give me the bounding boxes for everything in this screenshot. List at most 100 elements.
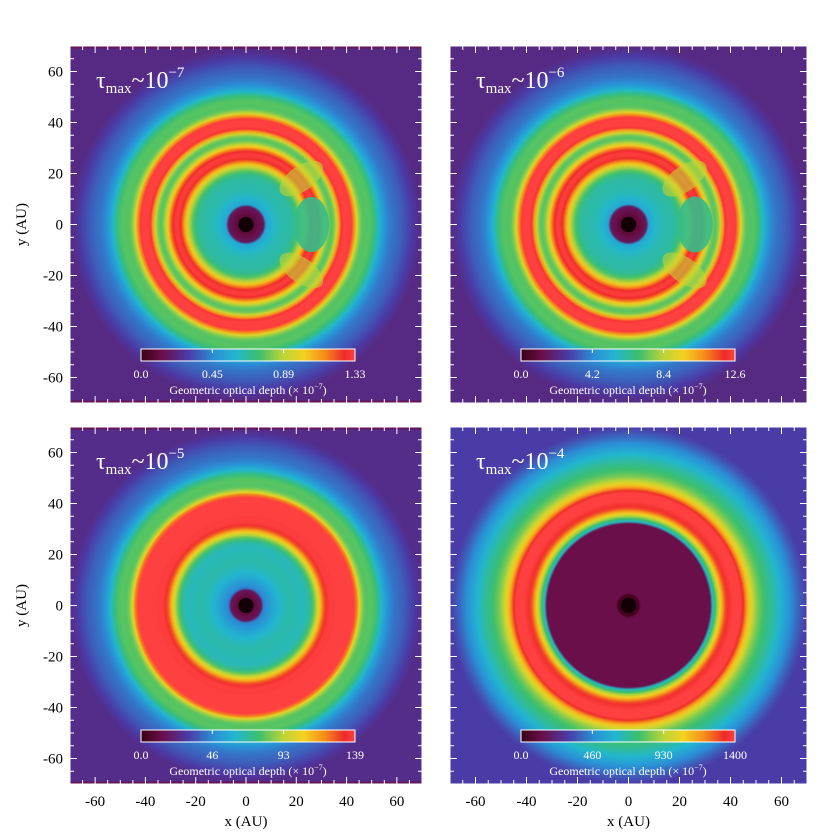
x-tick-label: -40 [135,794,155,810]
title-symbol: τ [96,449,106,475]
title-symbol: τ [476,449,486,475]
tick-marks [69,45,423,404]
y-tick-label: -60 [43,371,63,387]
colorbar: 0.0 0.45 0.89 1.33 Geometric optical depth (… [134,348,366,397]
title-subscript: max [486,462,512,478]
tick-marks [449,45,808,404]
clump-feature [293,196,329,253]
clump-feature [676,196,713,253]
colorbar-tick-label: 0.45 [202,367,223,381]
tick-marks [449,426,808,785]
y-tick-label: 40 [48,497,63,513]
y-axis-label: y (AU) [14,584,30,627]
colorbar-gradient [520,729,736,743]
x-tick-label: 60 [774,794,789,810]
panel-title: τmax~10−4 [476,446,565,478]
central-star-hole [238,597,254,614]
x-tick-label: -40 [517,794,537,810]
colorbar-tick-label: 12.6 [725,367,746,381]
central-star-hole [238,216,254,233]
heatmap-image [70,427,422,784]
title-value: ~10 [131,68,168,94]
colorbar-label: Geometric optical depth (× 10−7) [169,763,326,778]
panel-title: τmax~10−5 [96,446,184,478]
y-axis-label: y (AU) [14,203,30,246]
title-symbol: τ [96,68,106,94]
colorbar-tick-label: 93 [278,748,290,762]
x-tick-label: 0 [242,794,250,810]
x-tick-label: -60 [85,794,105,810]
title-exponent: −7 [168,65,184,81]
title-exponent: −6 [548,65,564,81]
y-tick-label: 0 [56,218,64,234]
colorbar: 0.0 46 93 139 Geometric optical depth (× 10−… [134,729,364,778]
x-tick-label: 0 [625,794,633,810]
colorbar-label: Geometric optical depth (× 10−7) [169,382,326,397]
colorbar-gradient [140,348,356,362]
heatmap-image [450,427,807,784]
central-star-hole [620,597,637,614]
title-value: ~10 [131,449,168,475]
title-exponent: −5 [168,446,184,462]
y-tick-label: 20 [48,548,63,564]
colorbar-gradient [140,729,356,743]
colorbar: 0.0 4.2 8.4 12.6 Geometric optical depth (× … [514,348,746,397]
y-tick-label: 0 [56,599,64,615]
colorbar-tick-label: 4.2 [585,367,600,381]
colorbar-tick-label: 0.0 [134,748,149,762]
title-value: ~10 [511,449,548,475]
colorbar-gradient [520,348,736,362]
colorbar-tick-label: 930 [655,748,673,762]
x-tick-label: 20 [289,794,304,810]
colorbar-label: Geometric optical depth (× 10−7) [549,763,706,778]
tick-marks [69,426,423,785]
heatmap-image [450,46,807,403]
colorbar-tick-label: 0.0 [134,367,149,381]
x-tick-label: 40 [723,794,738,810]
x-tick-label: 20 [672,794,687,810]
x-tick-label: 40 [339,794,354,810]
panel-top-right: τmax~10−6 0.0 4.2 8.4 12.6 Geometric optical … [449,45,808,404]
title-subscript: max [486,81,512,97]
y-tick-label: 20 [48,167,63,183]
x-tick-label: -60 [466,794,486,810]
colorbar-tick-label: 139 [346,748,364,762]
y-tick-label: 60 [48,65,63,81]
x-axis-label: x (AU) [225,814,268,830]
colorbar-tick-label: 0.0 [514,367,529,381]
y-tick-label: 60 [48,446,63,462]
title-exponent: −4 [548,446,564,462]
colorbar-tick-label: 46 [206,748,218,762]
y-tick-label: -20 [43,650,63,666]
title-symbol: τ [476,68,486,94]
central-star-hole [620,216,637,233]
colorbar-tick-label: 460 [583,748,601,762]
y-tick-label: -60 [43,752,63,768]
heatmap-image [70,46,422,403]
title-subscript: max [106,462,132,478]
colorbar-tick-label: 1.33 [345,367,366,381]
panel-bottom-left: -60 -40 -20 0 20 40 60 y (AU) -60 -40 -20 0 20 40 60 x … [14,426,423,830]
panel-bottom-right: -60 -40 -20 0 20 40 60 x (AU) τmax~10−4 0.0 460 930… [449,426,808,830]
colorbar: 0.0 460 930 1400 Geometric optical depth (× … [514,729,747,778]
colorbar-tick-label: 1400 [723,748,747,762]
y-tick-label: -20 [43,269,63,285]
x-tick-label: 60 [389,794,404,810]
panel-title: τmax~10−6 [476,65,565,97]
y-tick-label: -40 [43,701,63,717]
colorbar-tick-label: 0.0 [514,748,529,762]
colorbar-tick-label: 8.4 [656,367,671,381]
title-value: ~10 [511,68,548,94]
y-tick-label: -40 [43,320,63,336]
x-axis-label: x (AU) [607,814,650,830]
x-tick-label: -20 [568,794,588,810]
colorbar-tick-label: 0.89 [273,367,294,381]
title-subscript: max [106,81,132,97]
y-tick-label: 40 [48,116,63,132]
x-tick-label: -20 [186,794,206,810]
panel-title: τmax~10−7 [96,65,185,97]
colorbar-label: Geometric optical depth (× 10−7) [549,382,706,397]
